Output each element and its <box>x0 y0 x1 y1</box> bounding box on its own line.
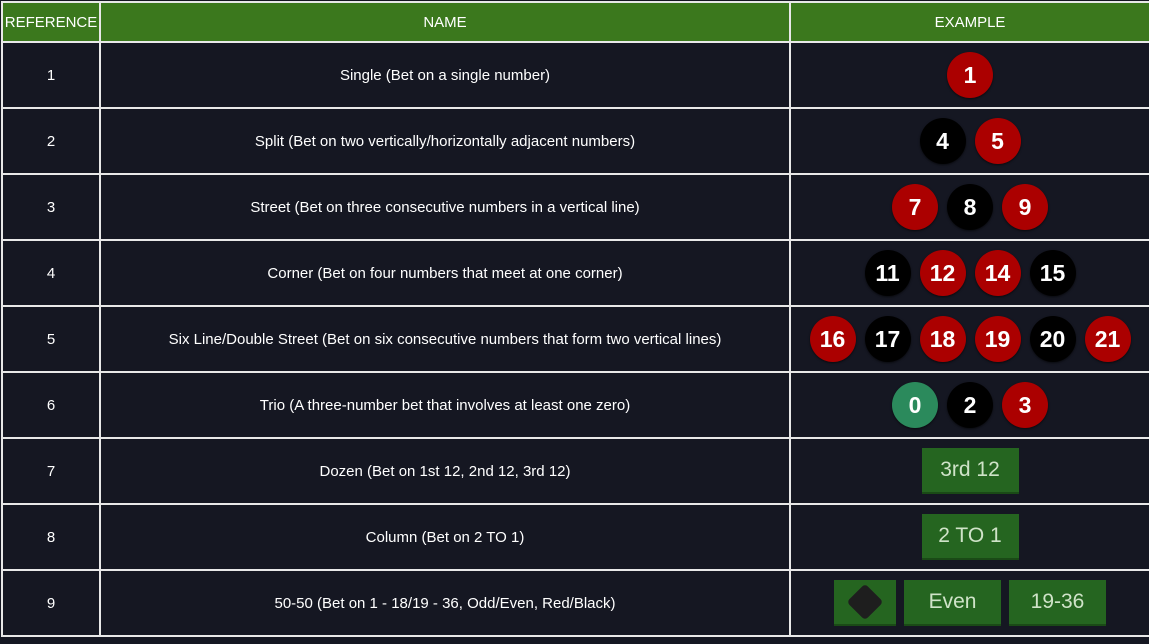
button-group: Even 19-36 <box>791 580 1149 626</box>
header-reference: REFERENCE <box>1 1 101 43</box>
example-cell: 16 17 18 19 20 21 <box>789 305 1149 373</box>
reference-cell: 2 <box>1 107 101 175</box>
bet-button: Even <box>904 580 1001 626</box>
table-row: 2 Split (Bet on two vertically/horizonta… <box>1 107 1149 175</box>
table-row: 8 Column (Bet on 2 TO 1) 2 TO 1 <box>1 503 1149 571</box>
example-cell: Even 19-36 <box>789 569 1149 637</box>
number-chip-red: 16 <box>809 316 856 362</box>
table-row: 7 Dozen (Bet on 1st 12, 2nd 12, 3rd 12) … <box>1 437 1149 505</box>
table-row: 5 Six Line/Double Street (Bet on six con… <box>1 305 1149 373</box>
number-chip-red: 21 <box>1084 316 1131 362</box>
name-cell: Column (Bet on 2 TO 1) <box>99 503 791 571</box>
reference-cell: 9 <box>1 569 101 637</box>
name-cell: 50-50 (Bet on 1 - 18/19 - 36, Odd/Even, … <box>99 569 791 637</box>
bet-button: 3rd 12 <box>921 448 1019 494</box>
number-chip-red: 12 <box>919 250 966 296</box>
table-row: 4 Corner (Bet on four numbers that meet … <box>1 239 1149 307</box>
example-cell: 3rd 12 <box>789 437 1149 505</box>
reference-cell: 3 <box>1 173 101 241</box>
example-cell: 11 12 14 15 <box>789 239 1149 307</box>
button-group: 3rd 12 <box>791 448 1149 494</box>
name-cell: Dozen (Bet on 1st 12, 2nd 12, 3rd 12) <box>99 437 791 505</box>
name-cell: Corner (Bet on four numbers that meet at… <box>99 239 791 307</box>
table-row: 3 Street (Bet on three consecutive numbe… <box>1 173 1149 241</box>
bet-button: 19-36 <box>1009 580 1106 626</box>
reference-cell: 7 <box>1 437 101 505</box>
number-chip-red: 1 <box>947 52 993 98</box>
number-chip-green: 0 <box>892 382 938 428</box>
black-bet-button <box>834 580 896 626</box>
reference-cell: 8 <box>1 503 101 571</box>
number-chip-black: 2 <box>947 382 993 428</box>
number-chip-red: 7 <box>892 184 938 230</box>
number-chip-red: 5 <box>974 118 1021 164</box>
example-cell: 2 TO 1 <box>789 503 1149 571</box>
reference-cell: 5 <box>1 305 101 373</box>
name-cell: Split (Bet on two vertically/horizontall… <box>99 107 791 175</box>
header-name: NAME <box>99 1 791 43</box>
table-row: 9 50-50 (Bet on 1 - 18/19 - 36, Odd/Even… <box>1 569 1149 637</box>
name-cell: Street (Bet on three consecutive numbers… <box>99 173 791 241</box>
chip-group: 16 17 18 19 20 21 <box>791 316 1149 362</box>
header-example: EXAMPLE <box>789 1 1149 43</box>
name-cell: Six Line/Double Street (Bet on six conse… <box>99 305 791 373</box>
number-chip-red: 19 <box>974 316 1021 362</box>
number-chip-red: 3 <box>1002 382 1048 428</box>
reference-cell: 6 <box>1 371 101 439</box>
number-chip-black: 11 <box>864 250 911 296</box>
chip-group: 11 12 14 15 <box>791 250 1149 296</box>
number-chip-red: 9 <box>1002 184 1048 230</box>
name-cell: Single (Bet on a single number) <box>99 41 791 109</box>
reference-cell: 1 <box>1 41 101 109</box>
number-chip-black: 20 <box>1029 316 1076 362</box>
number-chip-red: 18 <box>919 316 966 362</box>
number-chip-black: 15 <box>1029 250 1076 296</box>
bet-button: 2 TO 1 <box>921 514 1019 560</box>
number-chip-black: 8 <box>947 184 993 230</box>
number-chip-black: 4 <box>919 118 966 164</box>
reference-cell: 4 <box>1 239 101 307</box>
number-chip-red: 14 <box>974 250 1021 296</box>
chip-group: 1 <box>791 52 1149 98</box>
name-cell: Trio (A three-number bet that involves a… <box>99 371 791 439</box>
example-cell: 1 <box>789 41 1149 109</box>
table-row: 1 Single (Bet on a single number) 1 <box>1 41 1149 109</box>
table-row: 6 Trio (A three-number bet that involves… <box>1 371 1149 439</box>
button-group: 2 TO 1 <box>791 514 1149 560</box>
black-diamond-icon <box>846 583 884 621</box>
number-chip-black: 17 <box>864 316 911 362</box>
